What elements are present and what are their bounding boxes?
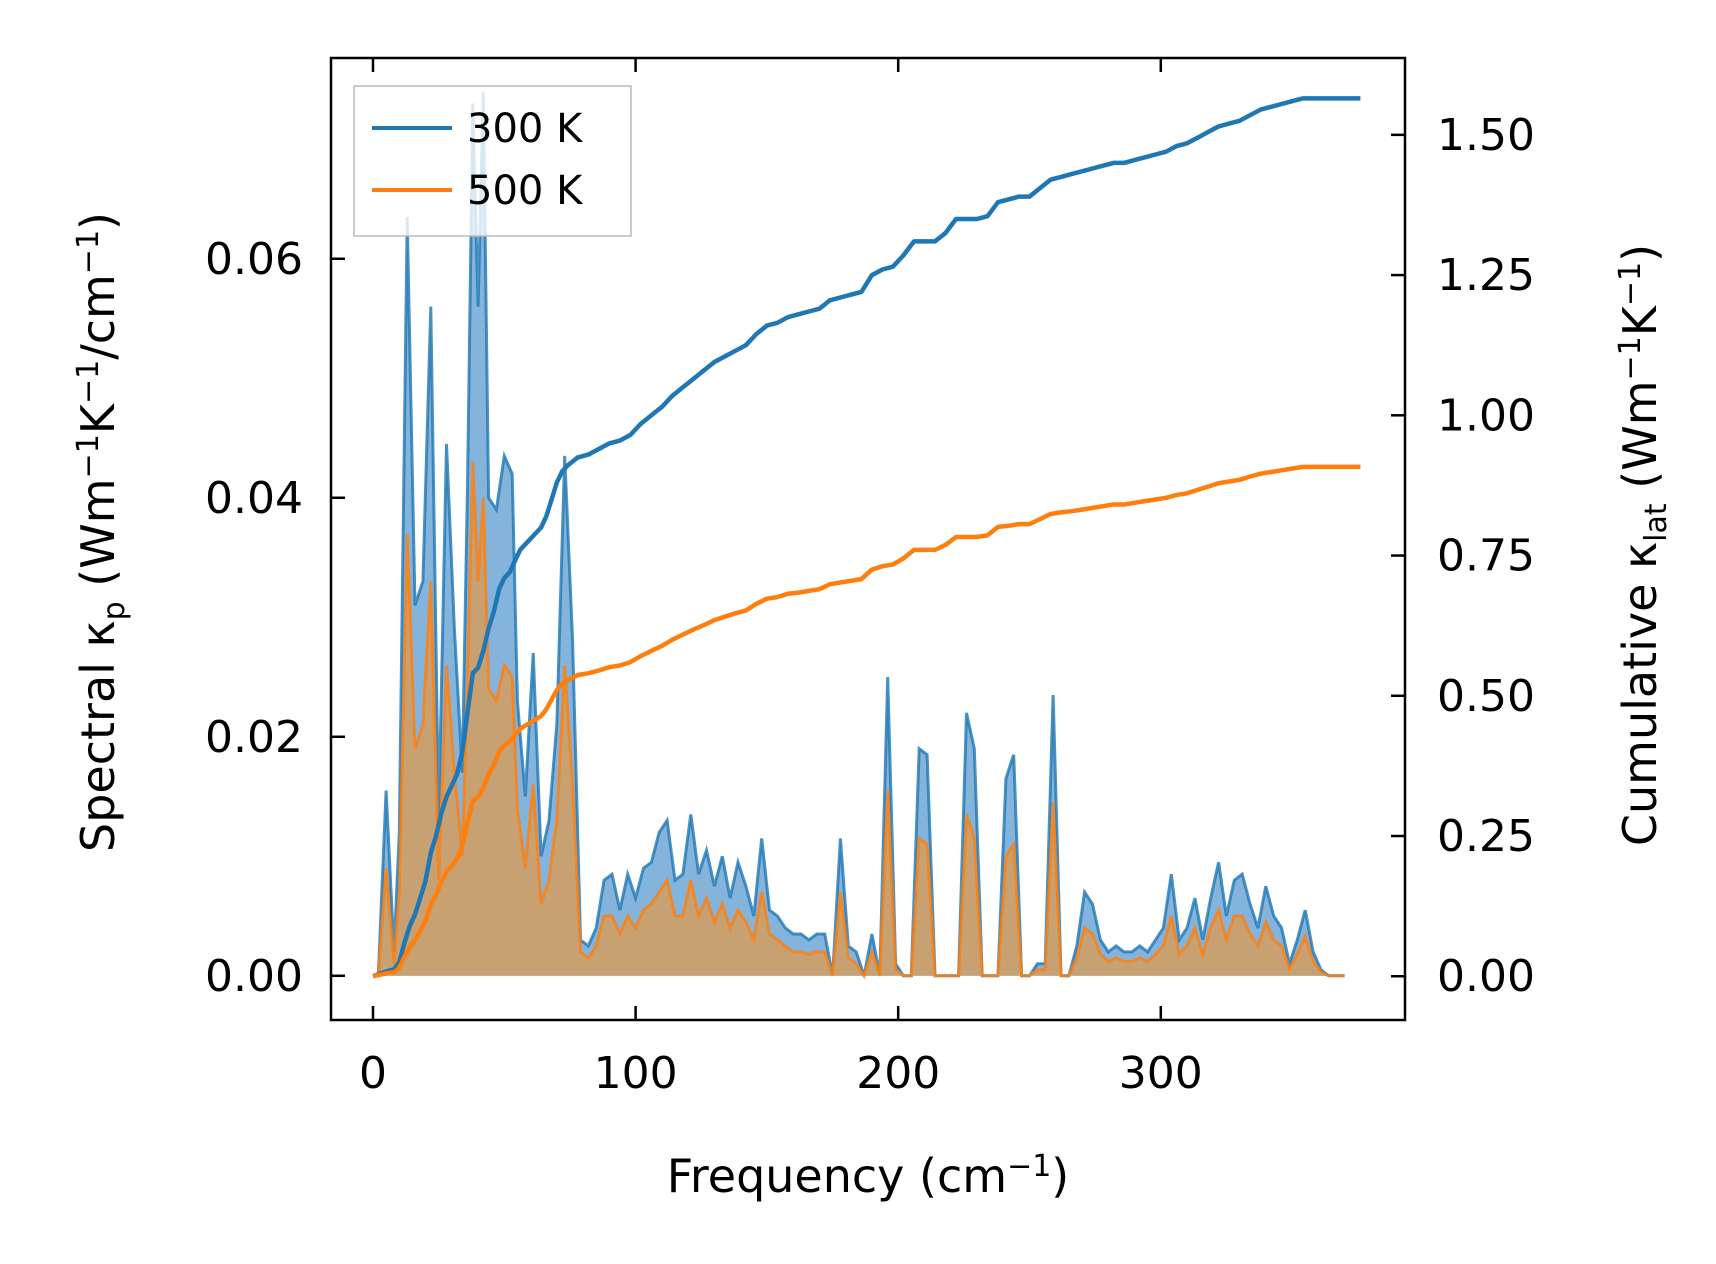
y-right-tick-label: 1.25 <box>1437 250 1535 301</box>
legend: 300 K 500 K <box>353 85 632 237</box>
axes-frame <box>329 56 1407 1022</box>
series-lines <box>372 96 1361 979</box>
y-axis-left-label: Spectral κp (Wm−1K−1/cm−1) <box>71 212 132 852</box>
cumulative-line-300k <box>372 96 1361 979</box>
axis-ticks: 0 100 200 300 0.00 0.02 0.04 0.06 0.00 0.25 0.50 0.… <box>205 58 1535 1099</box>
spectral-fills <box>373 91 1345 980</box>
legend-label-500k: 500 K <box>467 168 584 214</box>
x-tick-label: 100 <box>594 1048 678 1099</box>
legend-box <box>353 85 632 237</box>
y-right-tick-label: 0.00 <box>1437 951 1535 1002</box>
y-left-tick-label: 0.02 <box>205 712 303 763</box>
plot-frame <box>329 56 1407 1022</box>
y-right-tick-label: 1.50 <box>1437 110 1535 161</box>
y-left-tick-label: 0.00 <box>205 951 303 1002</box>
cumulative-line-500k <box>372 464 1361 979</box>
y-left-tick-label: 0.04 <box>205 473 303 524</box>
legend-label-300k: 300 K <box>467 106 584 152</box>
spectral-line-500k <box>373 461 1345 980</box>
y-right-tick-label: 0.50 <box>1437 671 1535 722</box>
x-tick-label: 200 <box>856 1048 940 1099</box>
y-right-tick-label: 1.00 <box>1437 390 1535 441</box>
x-tick-label: 0 <box>359 1048 387 1099</box>
x-tick-label: 300 <box>1119 1048 1203 1099</box>
y-axis-right-label: Cumulative κlat (Wm−1K−1) <box>1613 244 1674 846</box>
x-axis-label: Frequency (cm−1) <box>667 1149 1070 1203</box>
y-left-tick-label: 0.06 <box>205 234 303 285</box>
y-right-tick-label: 0.25 <box>1437 811 1535 862</box>
y-right-tick-label: 0.75 <box>1437 531 1535 582</box>
